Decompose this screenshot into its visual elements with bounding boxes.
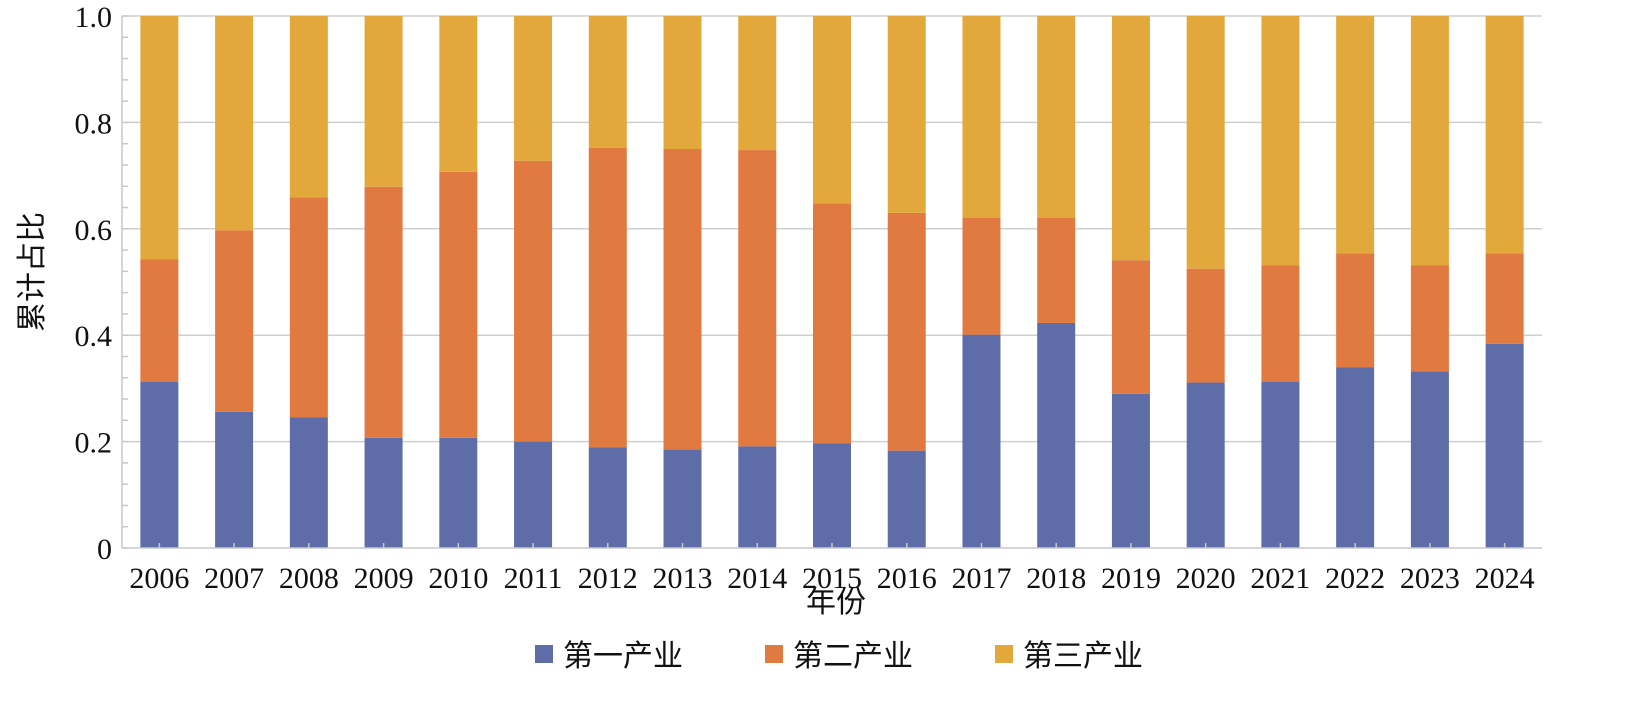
- bar-segment-2-2008: [289, 197, 328, 418]
- x-tick-label: 2019: [1101, 562, 1161, 595]
- legend-swatch-3: [995, 645, 1013, 663]
- bar-segment-3-2018: [1037, 16, 1076, 218]
- x-tick-label: 2008: [279, 562, 339, 595]
- y-tick-label: 0.4: [75, 320, 113, 353]
- bar-segment-3-2009: [364, 16, 403, 187]
- y-tick-label: 1.0: [75, 1, 113, 34]
- bar-segment-1-2021: [1261, 382, 1300, 548]
- bar-segment-1-2022: [1336, 367, 1375, 548]
- bar-segment-1-2020: [1186, 382, 1225, 548]
- bar-segment-1-2012: [588, 447, 627, 548]
- bar-segment-3-2015: [813, 16, 851, 204]
- legend-swatch-2: [765, 645, 783, 663]
- y-tick-label: 0.2: [75, 427, 113, 460]
- y-tick-label: 0.6: [75, 214, 113, 247]
- bar-segment-2-2007: [215, 230, 254, 412]
- bar-segment-3-2019: [1111, 16, 1150, 261]
- bar-segment-2-2015: [813, 203, 851, 444]
- y-tick-label: 0.8: [75, 107, 113, 140]
- x-tick-label: 2020: [1176, 562, 1236, 595]
- bar-segment-3-2024: [1485, 16, 1524, 254]
- bar-segment-1-2015: [813, 443, 851, 548]
- x-tick-label: 2021: [1250, 562, 1310, 595]
- bar-segment-1-2017: [962, 334, 1001, 548]
- bar-segment-1-2009: [364, 437, 403, 548]
- x-tick-labels: 2006 2007 2008 2009 2010 2011 2012 2013 2014 2015…: [129, 562, 1534, 595]
- bar-segment-3-2021: [1261, 16, 1300, 266]
- bar-segment-3-2006: [140, 16, 179, 260]
- bar-segment-1-2011: [514, 441, 553, 548]
- bar-segment-3-2012: [588, 16, 627, 148]
- bar-segment-1-2019: [1111, 393, 1150, 548]
- bar-segment-2-2019: [1111, 260, 1150, 394]
- bar-segment-3-2020: [1186, 16, 1225, 269]
- bar-segment-2-2021: [1261, 265, 1300, 383]
- bar-segment-2-2009: [364, 186, 403, 438]
- bar-segment-2-2022: [1336, 253, 1375, 368]
- bar-segment-2-2012: [588, 147, 627, 448]
- legend: 第一产业 第二产业 第三产业: [535, 640, 1143, 673]
- x-tick-label: 2006: [129, 562, 189, 595]
- bar-segment-1-2014: [738, 446, 777, 548]
- bar-segment-1-2018: [1037, 322, 1076, 548]
- bar-segment-2-2023: [1410, 265, 1449, 372]
- bar-segment-2-2016: [887, 212, 926, 451]
- x-tick-label: 2015: [802, 562, 862, 595]
- bar-segment-1-2023: [1410, 371, 1449, 548]
- x-tick-label: 2014: [727, 562, 787, 595]
- x-tick-label: 2009: [354, 562, 414, 595]
- bar-segment-1-2007: [215, 411, 254, 548]
- x-tick-label: 2010: [428, 562, 488, 595]
- legend-swatch-1: [535, 645, 553, 663]
- bar-segment-2-2020: [1186, 268, 1225, 383]
- bar-segment-1-2008: [289, 417, 328, 548]
- x-tick-label: 2007: [204, 562, 264, 595]
- bar-segment-3-2022: [1336, 16, 1375, 254]
- bar-segment-1-2024: [1485, 343, 1524, 548]
- legend-label-1: 第一产业: [563, 640, 683, 673]
- bar-segment-2-2010: [439, 171, 478, 438]
- bar-segment-2-2011: [514, 160, 553, 442]
- bar-segment-3-2008: [289, 16, 328, 198]
- bar-segment-2-2014: [738, 150, 777, 447]
- bar-segment-3-2011: [514, 16, 553, 161]
- legend-label-2: 第二产业: [793, 640, 913, 673]
- y-axis-label: 累计占比: [16, 212, 49, 332]
- x-tick-label: 2011: [504, 562, 563, 595]
- x-axis-label: 年份: [806, 586, 866, 619]
- bar-segment-1-2013: [663, 449, 702, 548]
- bar-segment-1-2006: [140, 382, 179, 548]
- bar-segment-2-2017: [962, 217, 1001, 335]
- bar-segment-1-2010: [439, 437, 478, 548]
- x-tick-label: 2024: [1475, 562, 1535, 595]
- bar-segment-3-2017: [962, 16, 1001, 218]
- bar-segment-3-2016: [887, 16, 926, 213]
- bar-segment-3-2010: [439, 16, 478, 172]
- bars: [140, 16, 1524, 548]
- bar-segment-3-2023: [1410, 16, 1449, 266]
- x-tick-label: 2022: [1325, 562, 1385, 595]
- x-tick-label: 2018: [1026, 562, 1086, 595]
- bar-segment-2-2013: [663, 149, 702, 450]
- x-tick-label: 2017: [951, 562, 1011, 595]
- x-tick-label: 2016: [877, 562, 937, 595]
- bar-segment-2-2018: [1037, 217, 1076, 323]
- bar-segment-3-2007: [215, 16, 254, 231]
- legend-label-3: 第三产业: [1023, 640, 1143, 673]
- x-tick-label: 2023: [1400, 562, 1460, 595]
- bar-segment-3-2014: [738, 16, 777, 151]
- y-tick-labels: 0 0.2 0.4 0.6 0.8 1.0: [75, 1, 113, 566]
- bar-segment-2-2006: [140, 259, 179, 383]
- axes: [121, 15, 1542, 549]
- bar-segment-1-2016: [887, 450, 926, 548]
- x-tick-label: 2013: [653, 562, 713, 595]
- bar-segment-3-2013: [663, 16, 702, 149]
- x-tick-label: 2012: [578, 562, 638, 595]
- bar-segment-2-2024: [1485, 253, 1524, 344]
- y-tick-label: 0: [97, 533, 112, 566]
